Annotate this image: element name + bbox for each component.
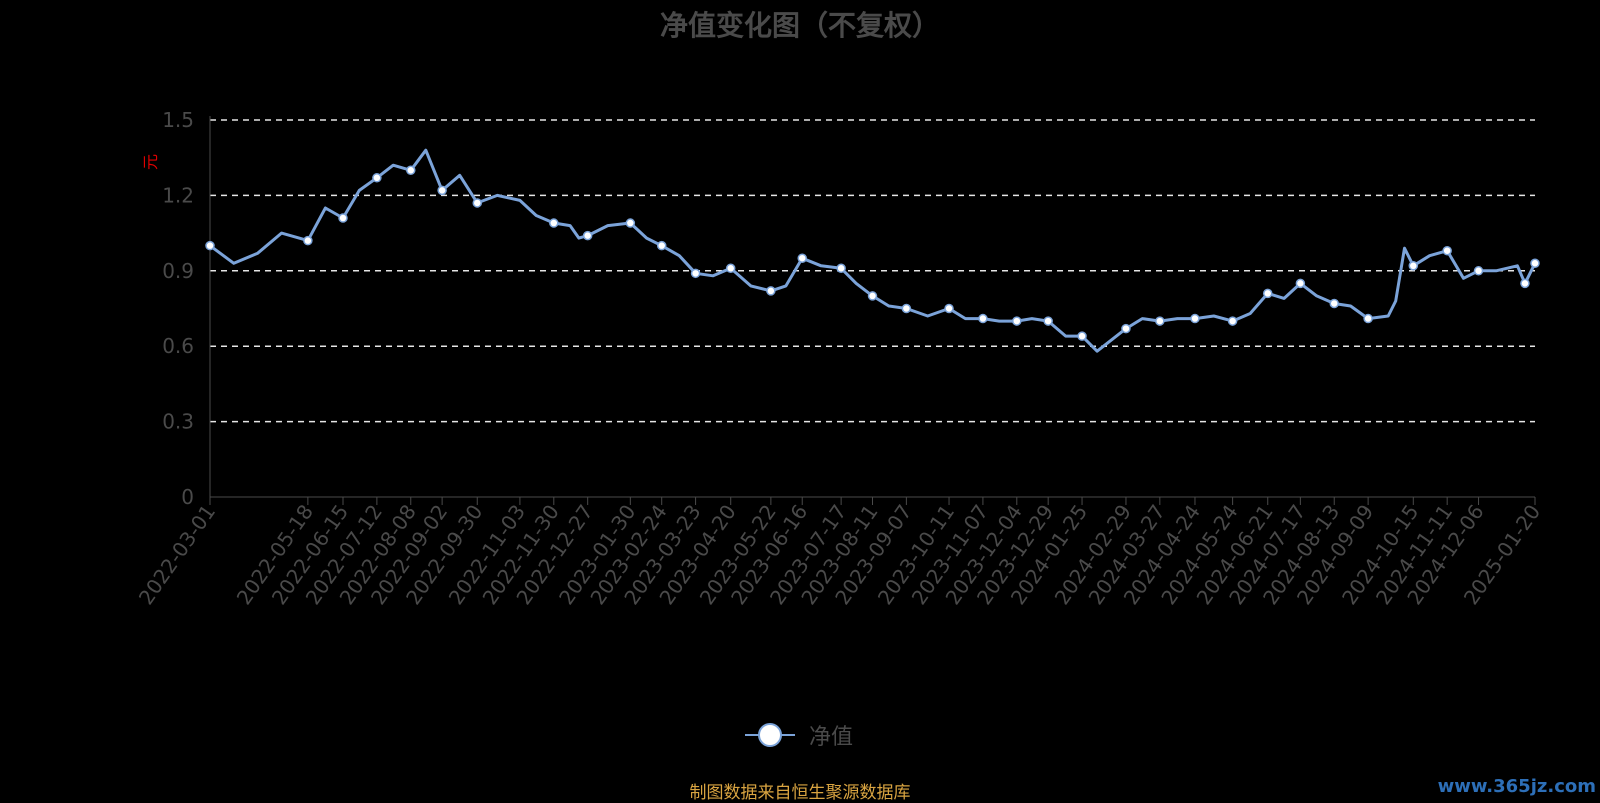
legend[interactable]: 净值	[745, 718, 853, 752]
axes	[209, 116, 1536, 505]
data-point	[1227, 316, 1238, 326]
data-point	[437, 185, 447, 196]
marker-layer	[205, 165, 1540, 341]
data-point	[1043, 316, 1053, 326]
data-point	[1077, 331, 1087, 341]
x-tick-label: 2022-03-01	[134, 500, 220, 609]
data-point	[1121, 323, 1131, 334]
data-point	[1295, 278, 1306, 289]
series-layer	[208, 148, 1537, 353]
y-tick-label: 1.2	[162, 183, 194, 207]
data-point	[1363, 313, 1373, 324]
y-tick-label: 0.6	[162, 334, 194, 358]
data-point	[944, 303, 954, 314]
watermark: www.365jz.com	[1437, 776, 1596, 797]
data-point	[1012, 316, 1022, 326]
y-tick-label: 1.5	[162, 108, 194, 132]
data-point	[901, 303, 912, 314]
data-point	[205, 240, 215, 251]
data-point	[1473, 266, 1484, 276]
data-point	[303, 235, 313, 246]
y-tick-label: 0.3	[162, 410, 194, 434]
data-point	[836, 263, 846, 274]
series-line	[208, 148, 1537, 353]
data-point	[1442, 245, 1452, 256]
data-point	[1530, 258, 1540, 269]
data-point	[549, 218, 559, 228]
data-point	[1155, 316, 1165, 326]
data-point	[372, 173, 382, 183]
data-point	[1408, 261, 1419, 271]
data-point	[582, 230, 593, 241]
data-point	[625, 218, 636, 228]
legend-marker-icon	[745, 721, 795, 749]
data-point	[797, 253, 807, 263]
data-point	[656, 240, 667, 251]
data-point	[338, 213, 348, 223]
data-point	[766, 286, 776, 296]
data-point	[1329, 298, 1339, 309]
data-point	[690, 268, 701, 279]
legend-label: 净值	[809, 725, 854, 750]
gridlines	[210, 119, 1535, 423]
data-point	[725, 263, 736, 274]
data-point	[472, 198, 483, 208]
data-point	[978, 313, 988, 324]
source-note: 制图数据来自恒生聚源数据库	[689, 783, 911, 803]
data-point	[1520, 278, 1530, 289]
data-point	[1262, 288, 1273, 299]
y-tick-label: 0.9	[162, 259, 194, 283]
y-tick-label: 0	[181, 485, 194, 509]
y-axis-title: 元	[141, 154, 160, 170]
chart-title: 净值变化图（不复权）	[659, 9, 940, 42]
data-point	[1190, 313, 1200, 324]
data-point	[406, 165, 416, 176]
data-point	[867, 291, 878, 301]
